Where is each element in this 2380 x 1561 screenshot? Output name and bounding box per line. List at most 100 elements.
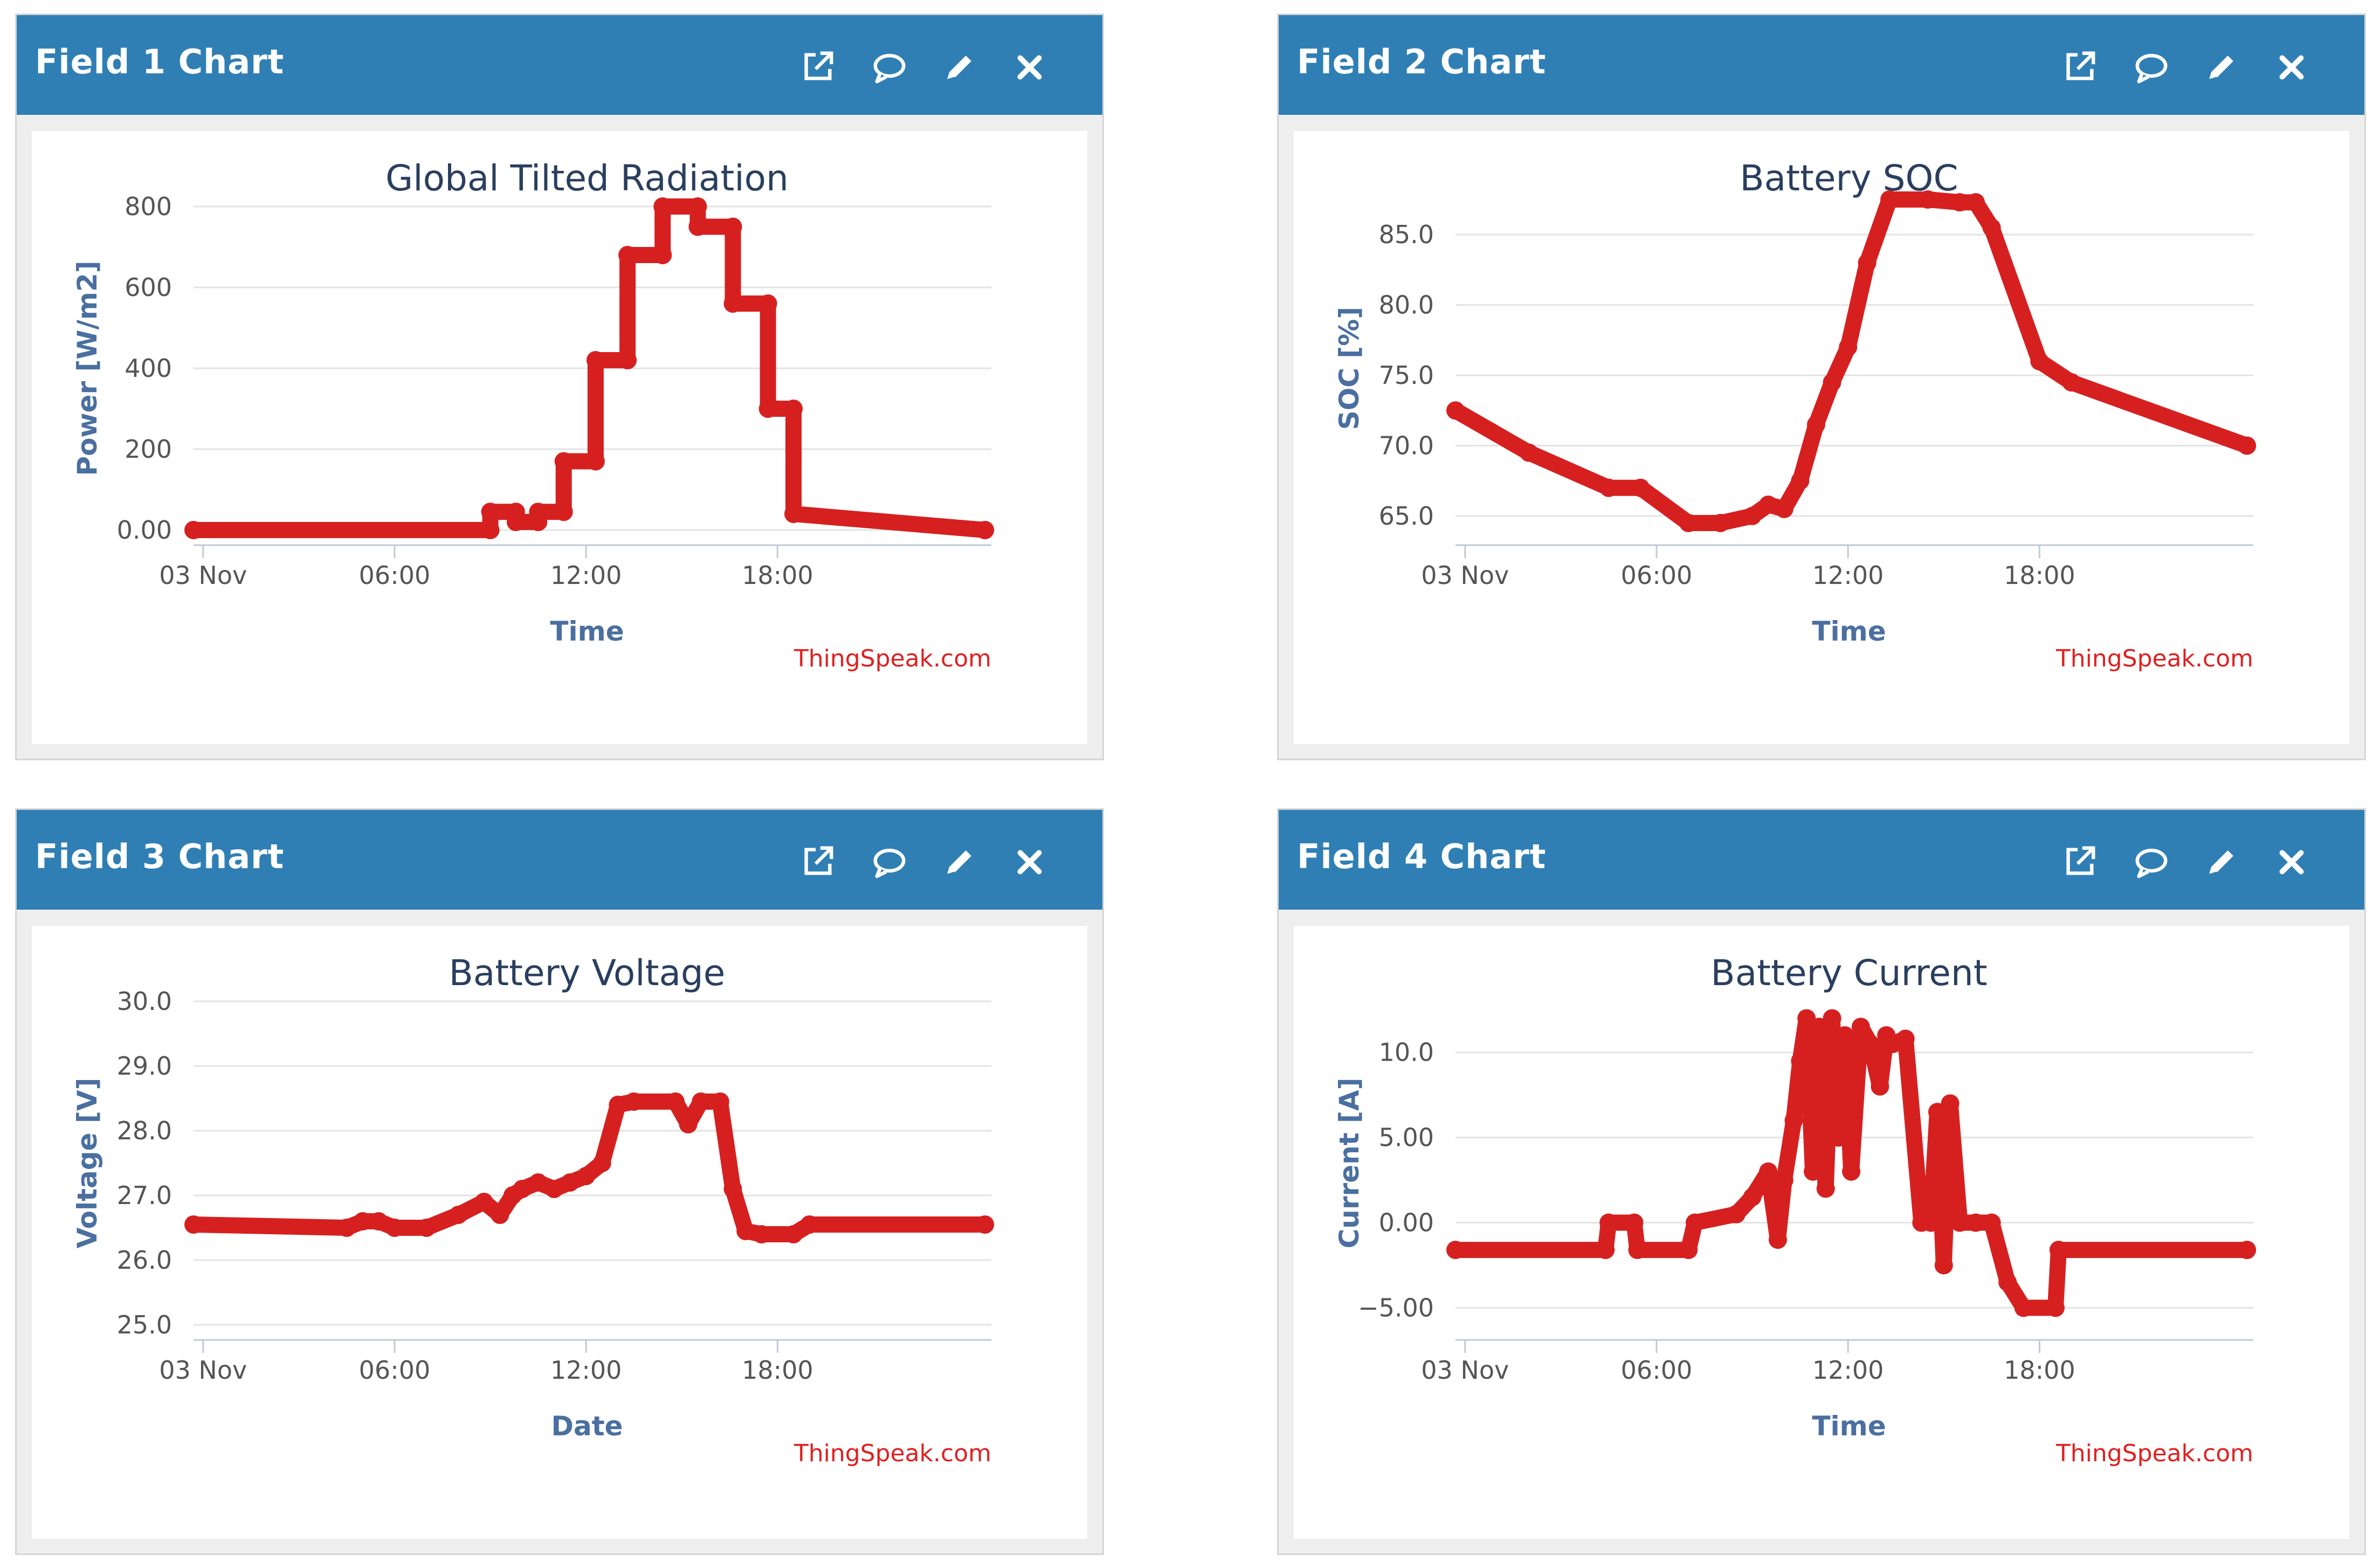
y-tick-label: 400 (125, 354, 172, 383)
data-point (1679, 513, 1698, 532)
y-tick-label: −5.00 (1358, 1293, 1434, 1322)
close-icon[interactable] (2273, 843, 2310, 881)
data-point (554, 452, 573, 471)
data-point (624, 1092, 643, 1111)
data-point (513, 1180, 532, 1198)
data-point (554, 503, 573, 521)
x-tick-label: 06:00 (1621, 1356, 1693, 1385)
data-point (1966, 193, 1985, 212)
external-link-icon[interactable] (798, 49, 836, 86)
data-point (586, 452, 605, 471)
field-3-chart-panel: Field 3 Chart Battery Voltage 25.0 26.0 27.… (15, 808, 1104, 1555)
y-tick-label: 30.0 (117, 987, 172, 1016)
data-point (653, 246, 672, 264)
y-tick-label: 28.0 (117, 1116, 172, 1145)
x-tick-label: 03 Nov (159, 1356, 247, 1385)
data-point (1919, 190, 1937, 209)
data-point (2046, 1298, 2065, 1317)
y-tick-label: 65.0 (1379, 501, 1434, 531)
pencil-icon[interactable] (2203, 843, 2240, 881)
thingspeak-credit: ThingSpeak.com (794, 645, 991, 672)
data-point (723, 294, 742, 313)
chart-title: Battery Voltage (449, 952, 726, 994)
data-point (337, 1219, 356, 1237)
data-point (1839, 338, 1858, 356)
data-point (1628, 1241, 1647, 1260)
close-icon[interactable] (1011, 843, 1048, 881)
x-axis-label: Time (1812, 1411, 1886, 1442)
data-point (491, 1206, 509, 1224)
x-axis-label: Time (550, 616, 624, 647)
data-point (1768, 1230, 1787, 1249)
data-point (1880, 190, 1899, 209)
data-point (1759, 1162, 1778, 1181)
y-tick-label: 25.0 (117, 1310, 172, 1339)
data-point (1596, 1241, 1615, 1260)
data-point (1950, 1213, 1969, 1232)
external-link-icon[interactable] (2060, 49, 2098, 86)
data-point (449, 1206, 468, 1224)
y-tick-label: 26.0 (117, 1246, 172, 1275)
data-point (184, 1215, 203, 1234)
data-point (592, 1154, 611, 1172)
comment-icon[interactable] (871, 49, 908, 86)
data-point (1711, 513, 1730, 532)
external-link-icon[interactable] (2060, 843, 2098, 881)
x-tick-label: 06:00 (359, 1356, 431, 1385)
panel-title: Field 1 Chart (35, 42, 285, 81)
y-tick-label: 85.0 (1379, 220, 1434, 249)
data-point (1842, 1162, 1861, 1181)
data-point (1727, 1205, 1746, 1223)
chart-area: Global Tilted Radiation 0.00 200 400 600 800 0… (32, 131, 1087, 744)
data-point (1625, 1213, 1644, 1232)
x-tick-label: 12:00 (550, 1356, 622, 1385)
data-point (417, 1219, 436, 1237)
close-icon[interactable] (2273, 49, 2310, 86)
comment-icon[interactable] (2133, 49, 2170, 86)
data-point (1816, 1179, 1835, 1198)
pencil-icon[interactable] (2203, 49, 2240, 86)
y-axis-label: Voltage [V] (72, 1078, 103, 1249)
data-point (1806, 415, 1825, 434)
chart-svg: Battery Current −5.00 0.00 5.00 10.0 03 Nov 06… (1334, 952, 2257, 1467)
data-point (385, 1219, 404, 1237)
data-point (1686, 1213, 1704, 1232)
data-point (784, 1225, 803, 1243)
data-point (1851, 1017, 1870, 1036)
data-point (679, 1115, 698, 1133)
close-icon[interactable] (1011, 49, 1048, 86)
data-point (1804, 1162, 1823, 1181)
panel-header: Field 4 Chart (1279, 810, 2364, 910)
data-point (577, 1167, 596, 1185)
data-point (2238, 436, 2257, 455)
pencil-icon[interactable] (941, 49, 978, 86)
panel-header: Field 1 Chart (17, 15, 1102, 115)
data-point (1631, 478, 1650, 497)
y-tick-label: 75.0 (1379, 361, 1434, 390)
data-point (1520, 443, 1539, 462)
data-point (1829, 1128, 1848, 1147)
data-point (369, 1212, 388, 1230)
data-point (1998, 1273, 2017, 1292)
comment-icon[interactable] (871, 843, 908, 881)
y-tick-label: 5.00 (1379, 1123, 1434, 1152)
data-point (736, 1222, 755, 1240)
x-tick-label: 12:00 (1812, 561, 1884, 590)
x-tick-label: 06:00 (359, 561, 431, 590)
y-tick-label: 800 (125, 192, 172, 221)
data-point (609, 1096, 627, 1114)
data-point (2238, 1241, 2257, 1260)
data-point (1861, 1034, 1880, 1053)
chart-area: Battery Voltage 25.0 26.0 27.0 28.0 29.0 30.0 0… (32, 926, 1087, 1539)
external-link-icon[interactable] (798, 843, 836, 881)
data-point (688, 197, 707, 216)
comment-icon[interactable] (2133, 843, 2170, 881)
data-point (1858, 253, 1877, 272)
data-point (1941, 1094, 1960, 1113)
y-tick-label: 600 (125, 273, 172, 302)
data-point (1775, 499, 1793, 518)
data-point (1896, 1029, 1915, 1048)
data-point (976, 1215, 995, 1234)
panel-title: Field 3 Chart (35, 837, 285, 876)
pencil-icon[interactable] (941, 843, 978, 881)
